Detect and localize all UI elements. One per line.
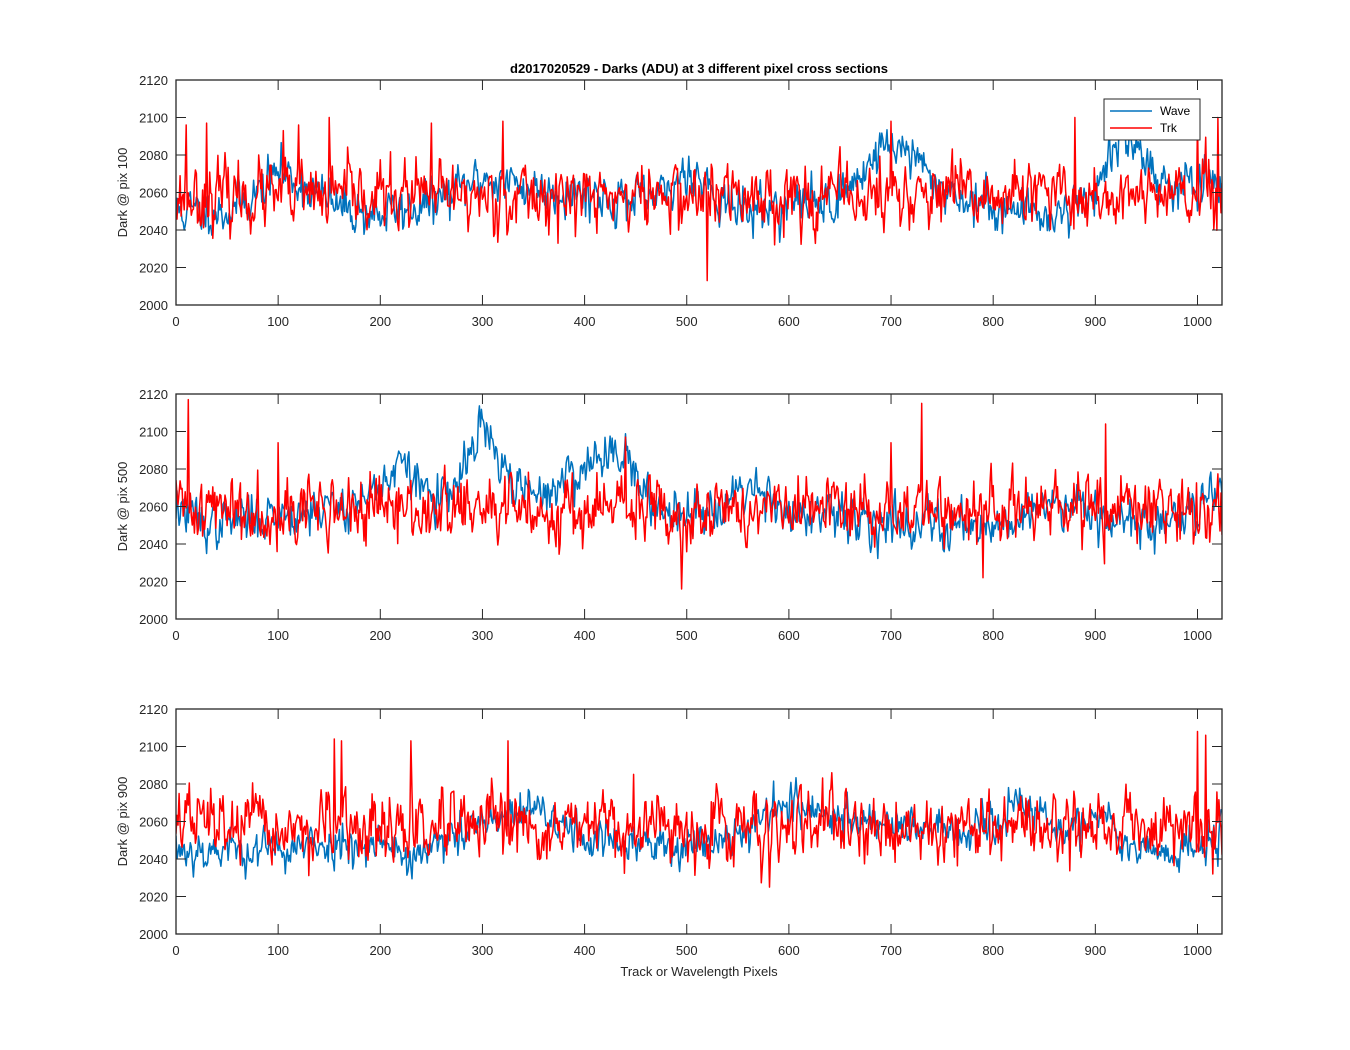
y-tick-label: 2080: [139, 148, 168, 163]
legend-box: [1103, 98, 1201, 141]
x-tick-label: 200: [369, 943, 391, 958]
y-tick-label: 2080: [139, 462, 168, 477]
y-tick-label: 2000: [139, 298, 168, 313]
x-axis-label: Track or Wavelength Pixels: [620, 964, 778, 979]
y-tick-label: 2020: [139, 261, 168, 276]
series-line-trk: [176, 730, 1222, 888]
x-tick-label: 200: [369, 314, 391, 329]
x-tick-label: 700: [880, 943, 902, 958]
y-tick-label: 2000: [139, 612, 168, 627]
y-tick-label: 2120: [139, 702, 168, 717]
x-tick-label: 1000: [1183, 943, 1212, 958]
x-tick-label: 100: [267, 628, 289, 643]
legend-label-trk: Trk: [1160, 121, 1178, 135]
x-tick-label: 200: [369, 628, 391, 643]
x-tick-label: 500: [676, 943, 698, 958]
x-tick-label: 800: [982, 314, 1004, 329]
y-axis-label: Dark @ pix 500: [115, 462, 130, 552]
panel-2: 0 100 200 300 400 500 600 700 800 900 1000 2000 2020…: [115, 387, 1223, 643]
x-tick-label: 0: [172, 943, 179, 958]
figure-title: d2017020529 - Darks (ADU) at 3 different…: [510, 61, 888, 76]
y-tick-label: 2020: [139, 575, 168, 590]
x-tick-label: 500: [676, 628, 698, 643]
y-axis-label: Dark @ pix 100: [115, 148, 130, 238]
series-line-wave: [176, 106, 1222, 243]
x-tick-label: 400: [574, 314, 596, 329]
x-tick-label: 300: [472, 943, 494, 958]
x-tick-label: 400: [574, 628, 596, 643]
x-tick-label: 300: [472, 628, 494, 643]
x-tick-label: 100: [267, 314, 289, 329]
x-tick-label: 1000: [1183, 314, 1212, 329]
x-tick-label: 600: [778, 943, 800, 958]
x-tick-label: 900: [1084, 943, 1106, 958]
y-tick-label: 2040: [139, 852, 168, 867]
y-tick-label: 2080: [139, 777, 168, 792]
x-tick-label: 600: [778, 314, 800, 329]
series-line-trk: [176, 398, 1222, 590]
x-tick-label: 300: [472, 314, 494, 329]
y-tick-label: 2100: [139, 740, 168, 755]
panels-group: 0 100 200 300 400 500 600 700 800 900 100020002020…: [115, 73, 1223, 958]
x-tick-label: 900: [1084, 314, 1106, 329]
y-tick-label: 2060: [139, 815, 168, 830]
series-group: [176, 730, 1222, 888]
x-tick-label: 700: [880, 314, 902, 329]
y-tick-label: 2040: [139, 537, 168, 552]
x-tick-label: 100: [267, 943, 289, 958]
y-tick-label: 2120: [139, 73, 168, 88]
y-tick-label: 2020: [139, 890, 168, 905]
x-tick-label: 0: [172, 628, 179, 643]
panel-3: 0 100 200 300 400 500 600 700 800 900 1000 2000 2020…: [115, 702, 1223, 958]
x-tick-label: 0: [172, 314, 179, 329]
series-line-trk: [176, 116, 1222, 282]
y-tick-label: 2060: [139, 500, 168, 515]
series-group: [176, 106, 1222, 282]
x-tick-label: 600: [778, 628, 800, 643]
x-tick-label: 800: [982, 943, 1004, 958]
y-axis-label: Dark @ pix 900: [115, 777, 130, 867]
y-tick-label: 2120: [139, 387, 168, 402]
x-tick-label: 400: [574, 943, 596, 958]
y-tick-label: 2100: [139, 111, 168, 126]
y-tick-label: 2000: [139, 927, 168, 942]
legend: Wave Trk: [1103, 98, 1201, 141]
series-group: [176, 398, 1222, 590]
y-tick-label: 2060: [139, 186, 168, 201]
x-tick-label: 500: [676, 314, 698, 329]
y-tick-label: 2040: [139, 223, 168, 238]
x-tick-label: 1000: [1183, 628, 1212, 643]
x-tick-label: 800: [982, 628, 1004, 643]
legend-label-wave: Wave: [1160, 104, 1191, 118]
x-tick-label: 700: [880, 628, 902, 643]
x-tick-label: 900: [1084, 628, 1106, 643]
panel-1: 0 100 200 300 400 500 600 700 800 900 1000 2000 2020…: [115, 73, 1223, 329]
y-tick-label: 2100: [139, 425, 168, 440]
